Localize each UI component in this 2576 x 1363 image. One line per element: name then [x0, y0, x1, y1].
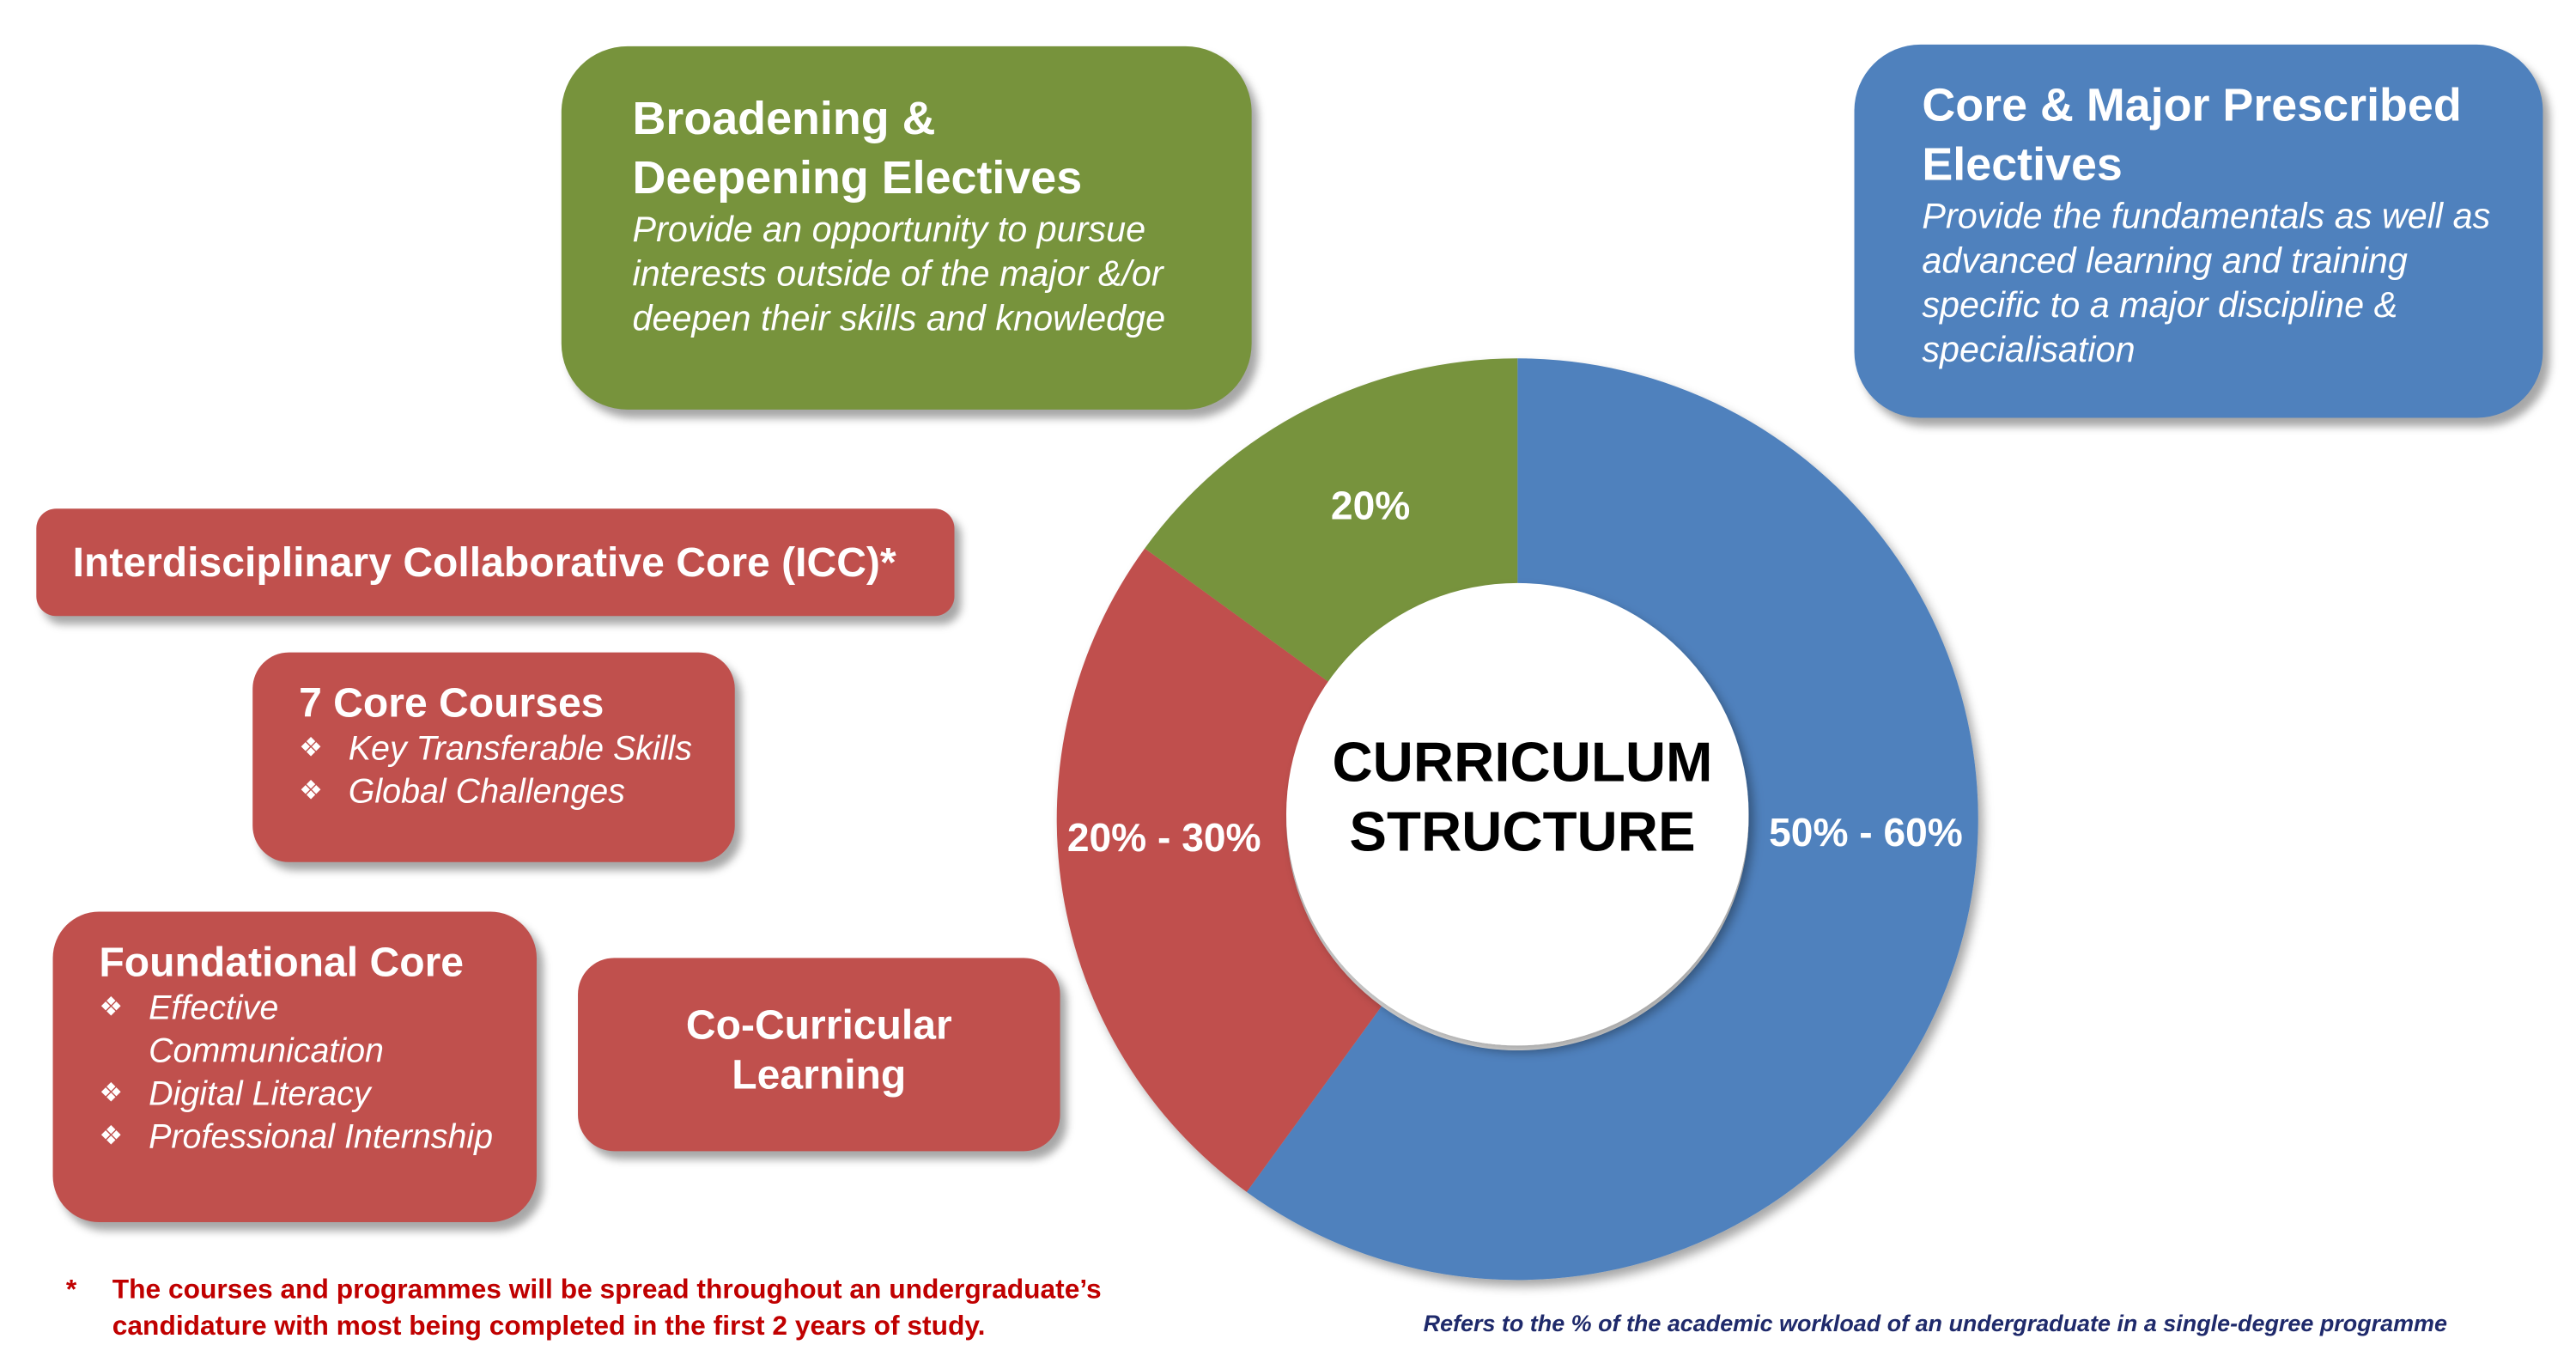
list-item: ❖ Global Challenges [299, 771, 735, 814]
slice-label: 50% - 60% [1769, 810, 1963, 855]
box-description: Provide an opportunity to pursue interes… [632, 210, 1166, 339]
box-title: Learning [732, 1051, 907, 1098]
core-major-electives-box: Core & Major Prescribed Electives Provid… [1854, 44, 2543, 418]
slice-label: 20% [1331, 483, 1410, 527]
diamond-bullet-icon: ❖ [299, 777, 323, 806]
box-title: Foundational Core [99, 940, 465, 987]
donut-slice [1246, 358, 1978, 1281]
diamond-bullet-icon: ❖ [99, 1080, 123, 1109]
co-curricular-learning-box: Co-Curricular Learning [578, 958, 1060, 1152]
list-item: ❖ Professional Internship [99, 1117, 519, 1159]
footnote-text: The courses and programmes will be sprea… [112, 1275, 1102, 1342]
footnote-asterisk: * [65, 1275, 77, 1305]
broadening-deepening-electives-box: Broadening & Deepening Electives Provide… [561, 46, 1252, 410]
core-courses-box: 7 Core Courses ❖ Key Transferable Skills … [252, 652, 735, 862]
list-item: ❖ Effective Communication [99, 989, 384, 1071]
box-description: Provide the fundamentals as well as adva… [1922, 196, 2491, 370]
list-item: ❖ Digital Literacy [99, 1074, 519, 1117]
box-title: Deepening Electives [632, 151, 1083, 204]
list-item: ❖ Key Transferable Skills [299, 728, 735, 771]
foundational-core-box: Foundational Core ❖ Effective Communicati… [52, 911, 537, 1223]
footnote-workload: Refers to the % of the academic workload… [1423, 1309, 2447, 1336]
center-label-line1: CURRICULUM [1332, 731, 1712, 794]
donut-hole [1286, 582, 1749, 1046]
box-title: Co-Curricular [685, 1002, 952, 1050]
box-title: Electives [1922, 138, 2123, 191]
slice-label: 20% - 30% [1067, 815, 1261, 860]
box-title: Broadening & [632, 92, 936, 144]
box-title: 7 Core Courses [299, 680, 605, 727]
box-title: Core & Major Prescribed [1922, 79, 2462, 131]
icc-box: Interdisciplinary Collaborative Core (IC… [36, 508, 955, 617]
diamond-bullet-icon: ❖ [299, 734, 323, 764]
footnote-icc: * The courses and programmes will be spr… [66, 1272, 1235, 1345]
diamond-bullet-icon: ❖ [99, 1123, 123, 1152]
center-label-line2: STRUCTURE [1349, 800, 1695, 862]
donut-slice [1145, 358, 1518, 684]
donut-slice [1056, 548, 1382, 1192]
box-title: Interdisciplinary Collaborative Core (IC… [72, 539, 896, 587]
diamond-bullet-icon: ❖ [99, 994, 123, 1023]
